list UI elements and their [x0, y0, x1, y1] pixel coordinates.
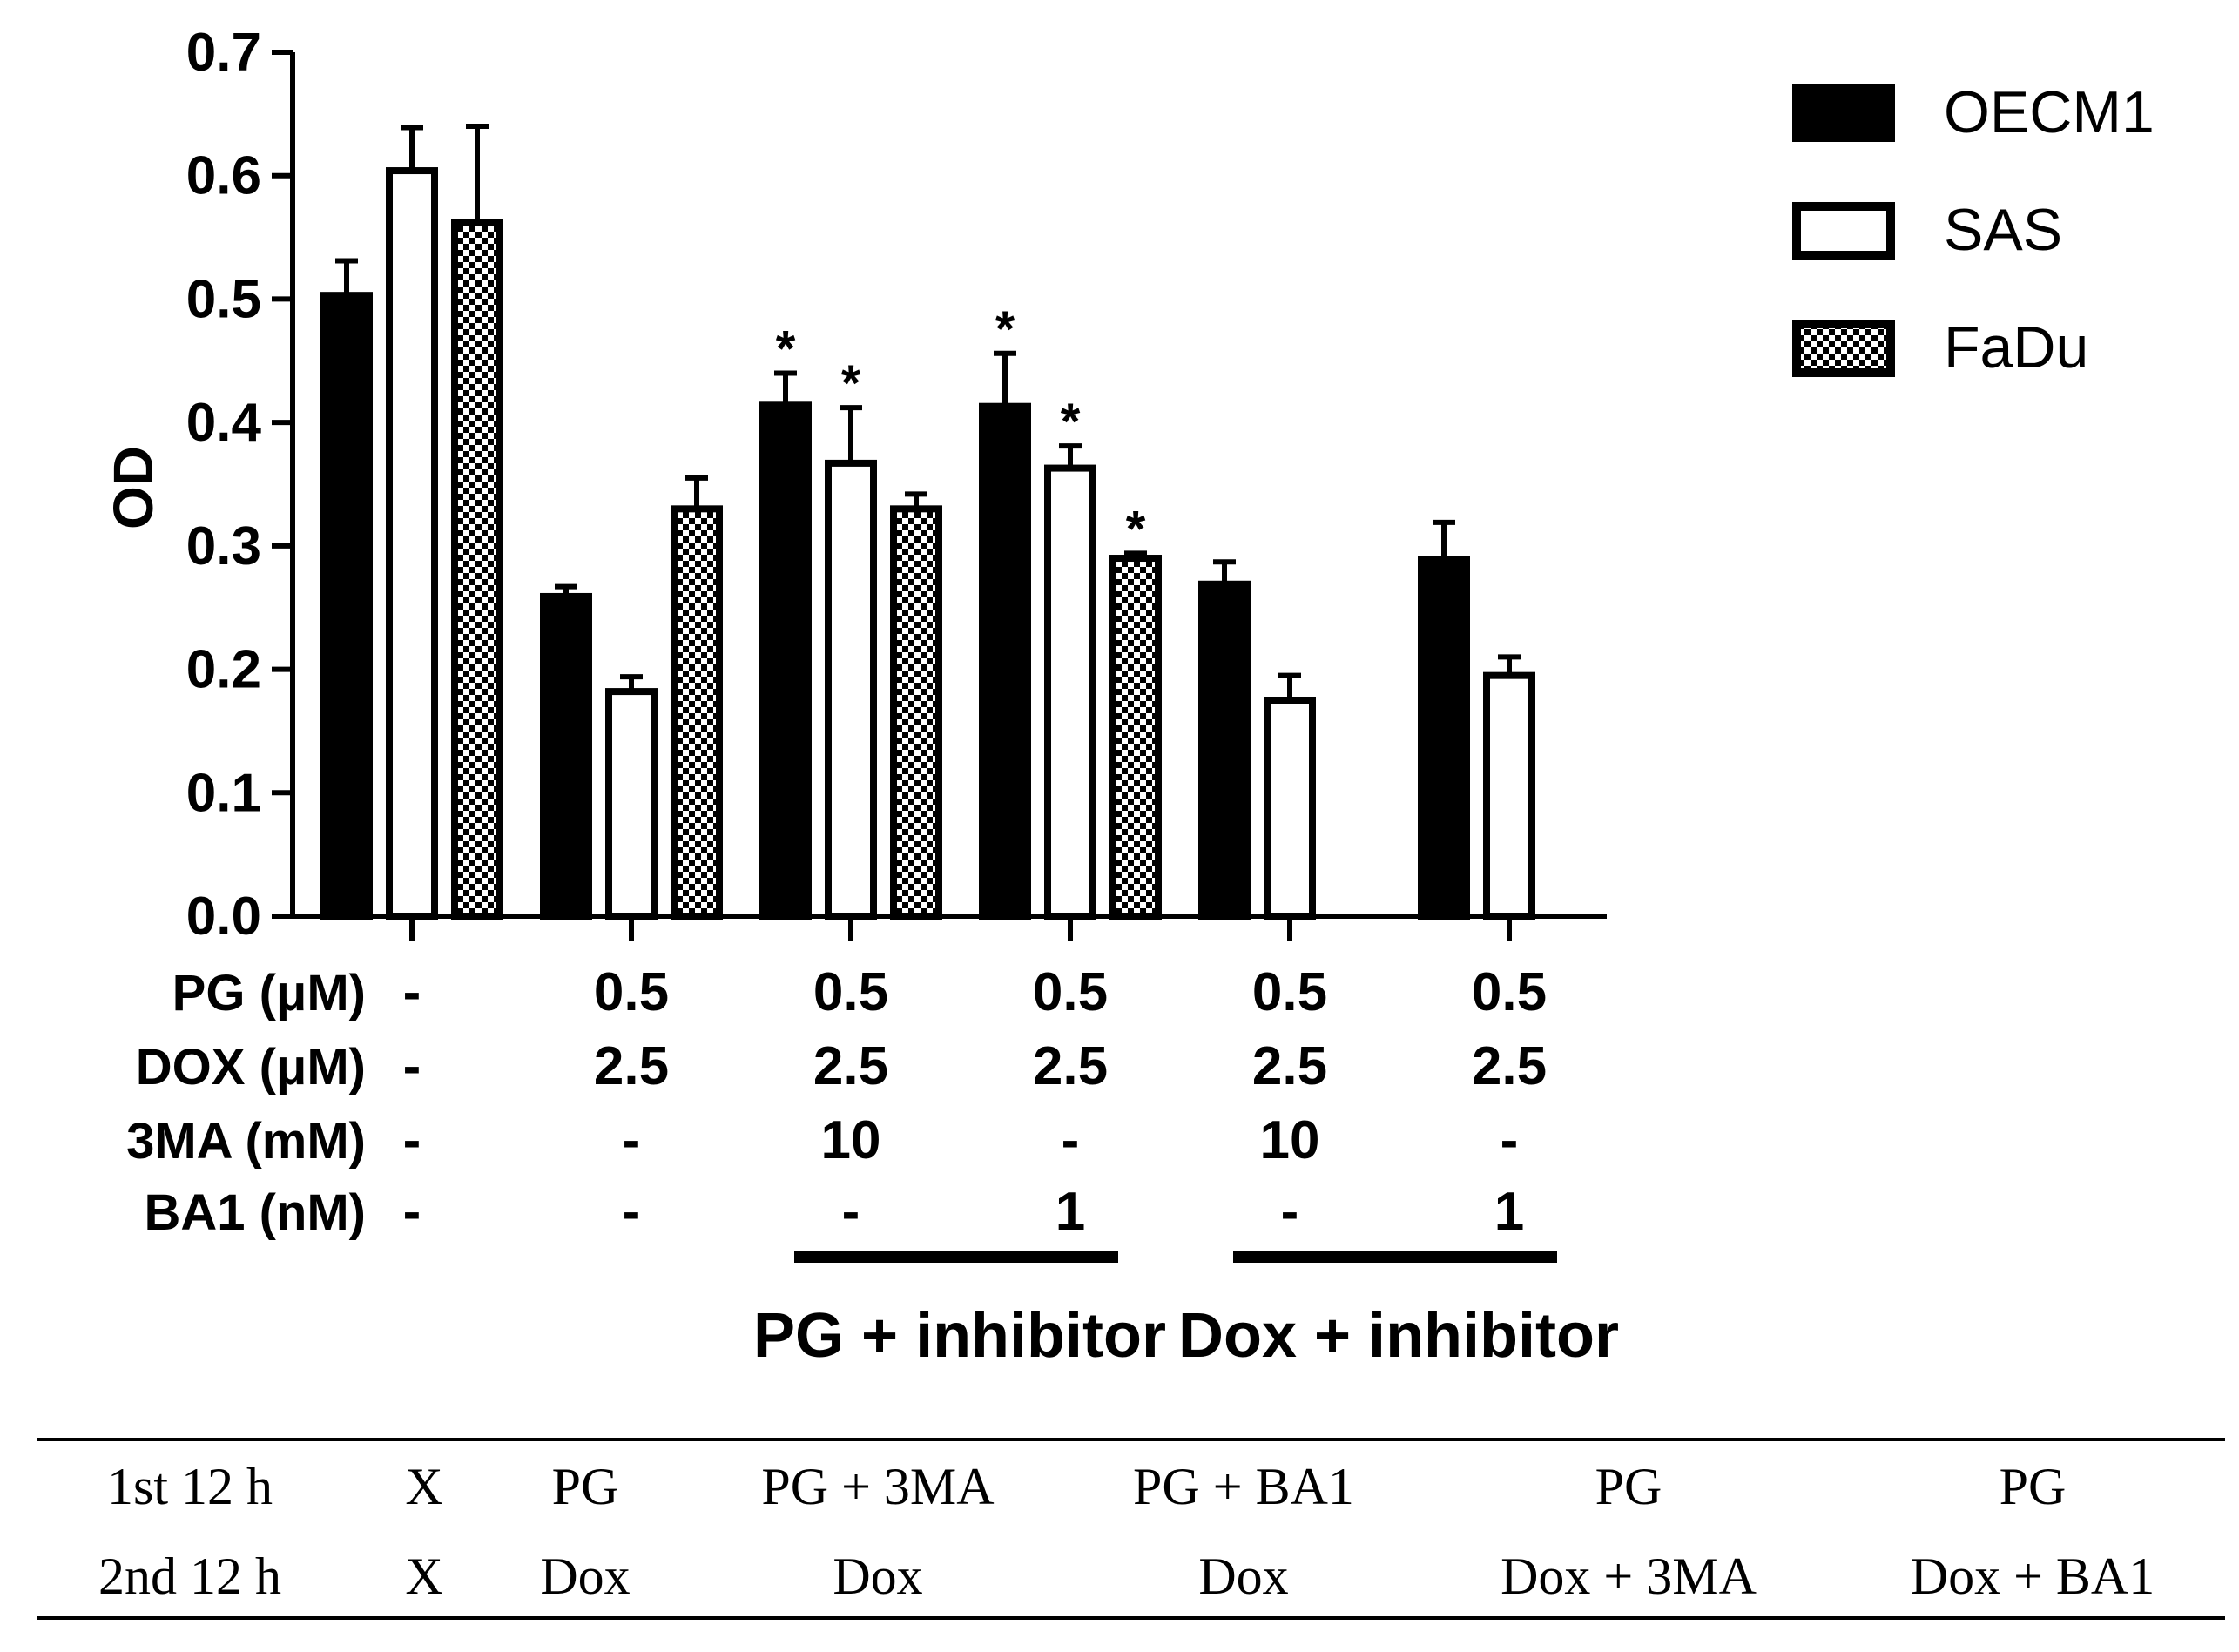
- bar-oecm1: [320, 292, 373, 920]
- condition-value: -: [403, 1036, 421, 1096]
- x-ticks: [409, 916, 1512, 941]
- condition-value: 2.5: [1033, 1036, 1108, 1096]
- condition-value: 1: [1494, 1182, 1524, 1242]
- y-tick-label: 0.0: [186, 887, 261, 947]
- significance-star: *: [1061, 394, 1081, 450]
- condition-value: -: [1501, 1110, 1519, 1170]
- bar-oecm1: [979, 402, 1031, 920]
- bar-fadu: [451, 219, 503, 920]
- legend-swatch-sas: [1792, 202, 1895, 260]
- table-row-label: 1st 12 h: [107, 1458, 273, 1515]
- condition-value: -: [1281, 1182, 1299, 1242]
- legend-swatch-fadu: [1792, 320, 1895, 377]
- y-tick-label: 0.6: [186, 146, 261, 206]
- bar-fadu: [1109, 555, 1162, 920]
- y-tick-label: 0.4: [186, 393, 262, 453]
- condition-value: 1: [1055, 1182, 1085, 1242]
- bars: * * * * *: [320, 124, 1535, 920]
- y-ticks: 0.0 0.1 0.2 0.3 0.4 0.5 0.6 0.7: [186, 23, 293, 947]
- bar-oecm1: [540, 592, 592, 920]
- y-tick-label: 0.3: [186, 516, 261, 577]
- legend: OECM1 SAS FaDu: [1792, 79, 2155, 381]
- schedule-table: 1st 12 h X PG PG + 3MA PG + BA1 PG PG 2nd 12 h X…: [98, 1458, 2155, 1605]
- table-cell: PG: [1595, 1458, 1662, 1515]
- condition-value: 0.5: [1033, 962, 1108, 1022]
- bar-fadu: [890, 505, 942, 920]
- condition-row-label: PG (μM): [172, 965, 366, 1022]
- condition-value: -: [403, 1182, 421, 1242]
- condition-value: -: [623, 1182, 641, 1242]
- condition-value: 2.5: [594, 1036, 669, 1096]
- table-cell: Dox: [1198, 1547, 1288, 1605]
- table-cell: PG + BA1: [1133, 1458, 1354, 1515]
- bar-oecm1: [759, 401, 812, 920]
- condition-value: 0.5: [813, 962, 888, 1022]
- bar-sas: [825, 459, 877, 920]
- table-cell: X: [405, 1547, 442, 1605]
- bar-oecm1: [1198, 580, 1251, 920]
- significance-star: *: [1126, 501, 1146, 557]
- condition-value: 2.5: [1472, 1036, 1547, 1096]
- condition-value: -: [623, 1110, 641, 1170]
- table-cell: Dox + 3MA: [1501, 1547, 1757, 1605]
- table-cell: PG: [2000, 1458, 2067, 1515]
- condition-value: 0.5: [1252, 962, 1327, 1022]
- condition-value: 10: [1260, 1110, 1320, 1170]
- condition-value: -: [1062, 1110, 1080, 1170]
- bar-oecm1: [1418, 556, 1470, 920]
- bar-fadu: [671, 505, 723, 920]
- legend-swatch-oecm1: [1792, 84, 1895, 142]
- inhibitor-brackets: PG + inhibitor Dox + inhibitor: [753, 1251, 1619, 1371]
- bar-sas: [1264, 697, 1316, 920]
- significance-star: *: [841, 355, 861, 412]
- y-tick-label: 0.5: [186, 269, 261, 329]
- condition-value: -: [403, 1110, 421, 1170]
- condition-row-label: DOX (μM): [136, 1039, 366, 1096]
- bracket-label: Dox + inhibitor: [1178, 1301, 1619, 1371]
- condition-row-label: 3MA (mM): [126, 1113, 366, 1170]
- legend-label: FaDu: [1944, 314, 2088, 381]
- y-axis-label: OD: [102, 446, 165, 529]
- y-tick-label: 0.2: [186, 640, 261, 700]
- table-cell: Dox + BA1: [1911, 1547, 2155, 1605]
- table-cell: PG: [552, 1458, 619, 1515]
- legend-label: OECM1: [1944, 79, 2155, 145]
- y-tick-label: 0.1: [186, 763, 261, 823]
- table-row-label: 2nd 12 h: [98, 1547, 281, 1605]
- y-tick-label: 0.7: [186, 23, 261, 83]
- table-cell: Dox: [833, 1547, 922, 1605]
- condition-value: 0.5: [1472, 962, 1547, 1022]
- significance-star: *: [995, 301, 1015, 358]
- condition-value: 2.5: [1252, 1036, 1327, 1096]
- bar-sas: [1483, 671, 1535, 920]
- legend-label: SAS: [1944, 197, 2062, 263]
- table-cell: Dox: [540, 1547, 630, 1605]
- table-cell: X: [405, 1458, 442, 1515]
- condition-value: 0.5: [594, 962, 669, 1022]
- significance-star: *: [776, 320, 796, 377]
- condition-row-label: BA1 (nM): [144, 1184, 366, 1241]
- condition-value: -: [403, 962, 421, 1022]
- bar-sas: [386, 167, 438, 920]
- bar-sas: [605, 688, 658, 920]
- condition-value: 10: [821, 1110, 881, 1170]
- condition-value: -: [842, 1182, 860, 1242]
- bracket-label: PG + inhibitor: [753, 1301, 1166, 1371]
- condition-value: 2.5: [813, 1036, 888, 1096]
- table-cell: PG + 3MA: [761, 1458, 994, 1515]
- bar-sas: [1044, 464, 1096, 920]
